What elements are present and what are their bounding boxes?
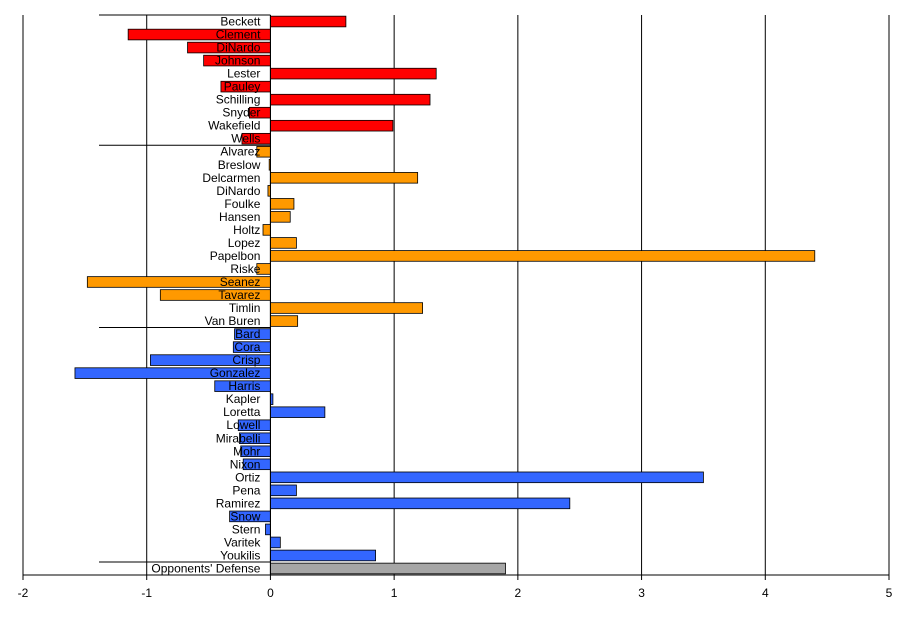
category-label: Clement (216, 28, 261, 42)
category-label: Breslow (218, 158, 261, 172)
category-label: Lowell (226, 418, 260, 432)
category-label: Hansen (219, 210, 260, 224)
bar-van-buren (270, 315, 299, 327)
category-label: Youkilis (220, 548, 260, 562)
category-label: Wells (231, 132, 260, 146)
x-tick-label: 3 (638, 586, 645, 600)
category-label: Mohr (233, 444, 260, 458)
x-tick-label: -2 (18, 586, 29, 600)
x-tick-label: 4 (762, 586, 769, 600)
bar-pena (270, 484, 297, 497)
category-label: Gonzalez (210, 366, 261, 380)
bar-hansen (270, 211, 291, 223)
category-label: Stern (232, 522, 261, 536)
gridlines (22, 14, 890, 575)
category-label: Nixon (230, 457, 261, 471)
bar-youkilis (270, 549, 376, 562)
category-label: Snow (230, 509, 260, 523)
bar-holtz (262, 224, 271, 236)
x-tick-label: 5 (886, 586, 893, 600)
bar-stern (265, 523, 271, 536)
bar-timlin (270, 302, 423, 314)
category-label: Van Buren (205, 314, 261, 328)
category-label: Foulke (224, 197, 260, 211)
category-label: Kapler (226, 392, 261, 406)
category-label: Delcarmen (202, 171, 260, 185)
category-labels: BeckettClementDiNardoJohnsonLesterPauley… (151, 15, 261, 576)
category-label: Snyder (222, 106, 260, 120)
category-label: Holtz (233, 223, 260, 237)
bar-papelbon (270, 250, 816, 262)
category-label: Bard (235, 327, 260, 341)
category-label: Johnson (215, 54, 260, 68)
category-label: Lopez (228, 236, 261, 250)
bar-foulke (270, 198, 295, 210)
category-label: Riske (230, 262, 260, 276)
bar-schilling (270, 93, 431, 106)
category-label: Timlin (229, 301, 261, 315)
category-label: Seanez (220, 275, 261, 289)
category-label: Harris (228, 379, 260, 393)
bar-varitek (270, 536, 281, 549)
bar-delcarmen (270, 172, 419, 184)
category-label: Papelbon (210, 249, 261, 263)
x-tick-label: 1 (391, 586, 398, 600)
x-axis: -2 -1 0 1 2 3 4 5 (18, 15, 893, 600)
category-label: Schilling (216, 93, 261, 107)
bar-wakefield (270, 119, 394, 132)
category-label: Alvarez (220, 145, 260, 159)
category-label: Tavarez (218, 288, 260, 302)
category-label: Beckett (220, 15, 261, 29)
bar-lopez (270, 237, 297, 249)
category-label: Crisp (232, 353, 260, 367)
bars (74, 15, 816, 575)
category-label: Ortiz (235, 470, 260, 484)
bar-ramirez (270, 497, 571, 510)
category-label: Ramirez (216, 496, 261, 510)
bar-loretta (270, 406, 326, 418)
category-label: Mirabelli (216, 431, 261, 445)
category-label: Pauley (224, 80, 261, 94)
bar-beckett (270, 15, 347, 28)
category-label: Varitek (224, 535, 261, 549)
bar-ortiz (270, 471, 704, 484)
bar-lester (270, 67, 437, 80)
category-label: Loretta (223, 405, 261, 419)
category-label: DiNardo (216, 184, 260, 198)
category-label: Cora (234, 340, 260, 354)
x-tick-label: -1 (141, 586, 152, 600)
category-label: DiNardo (216, 41, 260, 55)
x-tick-label: 2 (515, 586, 522, 600)
category-label: Lester (227, 67, 260, 81)
category-label: Wakefield (208, 119, 260, 133)
x-tick-label: 0 (267, 586, 274, 600)
bar-opponents-defense (270, 562, 506, 575)
category-label: Pena (232, 483, 260, 497)
category-label: Opponents' Defense (151, 561, 260, 575)
